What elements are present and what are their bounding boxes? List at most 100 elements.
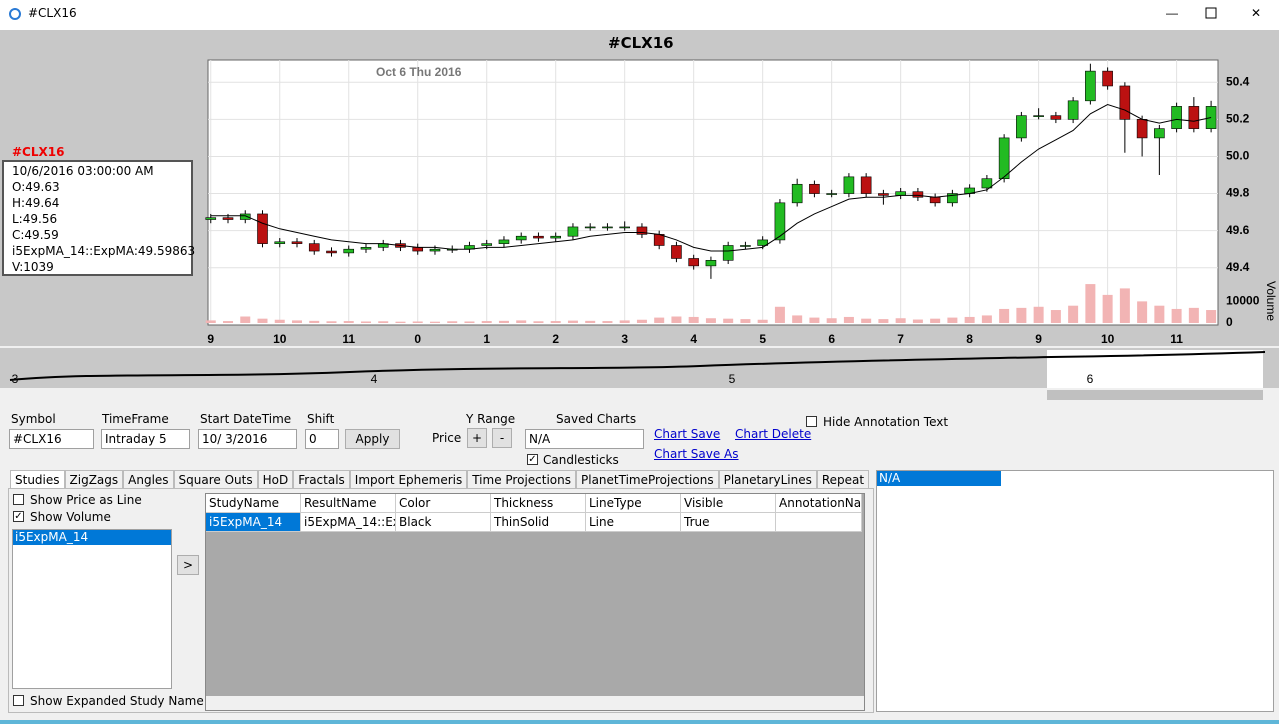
- tab[interactable]: Angles: [123, 470, 174, 489]
- volume-bar: [533, 321, 544, 323]
- checkbox[interactable]: [13, 695, 24, 706]
- candle-body: [740, 245, 751, 247]
- input[interactable]: 0: [305, 429, 339, 449]
- tab[interactable]: Square Outs: [173, 470, 258, 489]
- button[interactable]: +: [467, 428, 487, 448]
- volume-bar: [309, 320, 320, 323]
- grid-cell[interactable]: i5ExpMA_14::ExpM: [301, 513, 396, 532]
- tab[interactable]: Repeat: [816, 470, 870, 489]
- candle-body: [722, 245, 734, 261]
- link[interactable]: Chart Save: [654, 427, 721, 441]
- volume-bar: [205, 320, 216, 323]
- volume-bar: [999, 308, 1010, 323]
- x-tick-label: 7: [897, 332, 904, 346]
- scrollbar[interactable]: [206, 696, 864, 710]
- study-list: i5ExpMA_14: [12, 529, 172, 689]
- y-tick-label: 50.4: [1226, 74, 1250, 88]
- grid-row: i5ExpMA_14i5ExpMA_14::ExpMBlackThinSolid…: [206, 513, 862, 532]
- list-item[interactable]: N/A: [877, 471, 1001, 486]
- grid-cell[interactable]: [776, 513, 862, 532]
- overview-label: 4: [371, 372, 378, 386]
- info-symbol: #CLX16: [12, 145, 65, 159]
- tab[interactable]: Studies: [10, 470, 65, 489]
- candle-body: [1050, 115, 1062, 120]
- dropdown[interactable]: #CLX16: [9, 429, 94, 449]
- tab[interactable]: Import Ephemeris: [349, 470, 468, 489]
- volume-tick-label: 0: [1226, 315, 1233, 329]
- label: Start DateTime: [200, 412, 292, 426]
- checkbox[interactable]: [806, 416, 817, 427]
- x-tick-label: 8: [966, 332, 973, 346]
- candle-body: [584, 226, 596, 229]
- grid-cell[interactable]: i5ExpMA_14: [206, 513, 301, 532]
- x-tick-label: 1: [483, 332, 490, 346]
- volume-bar: [843, 316, 854, 323]
- candle-body: [343, 248, 355, 254]
- candle-body: [860, 176, 872, 194]
- volume-bar: [585, 320, 596, 323]
- volume-bar: [1154, 305, 1165, 323]
- label: Show Expanded Study Name: [30, 694, 204, 708]
- volume-bar: [1068, 305, 1079, 323]
- candle-body: [274, 241, 286, 244]
- volume-bar: [792, 315, 803, 323]
- grid-cell[interactable]: ThinSolid: [491, 513, 586, 532]
- study-item[interactable]: i5ExpMA_14: [13, 530, 171, 545]
- candle-body: [929, 196, 941, 204]
- link[interactable]: Chart Save As: [654, 447, 739, 461]
- tab[interactable]: Fractals: [293, 470, 350, 489]
- volume-bar: [602, 321, 613, 323]
- volume-bar: [1050, 310, 1061, 323]
- link[interactable]: Chart Delete: [735, 427, 812, 441]
- x-tick-label: 9: [1035, 332, 1042, 346]
- dropdown[interactable]: Intraday 5: [101, 429, 190, 449]
- volume-bar: [878, 319, 889, 323]
- info-box: 10/6/2016 03:00:00 AM O:49.63 H:49.64 L:49.…: [2, 160, 196, 276]
- candle-body: [774, 202, 786, 241]
- info-line: i5ExpMA_14::ExpMA:49.59863: [12, 244, 196, 258]
- tab[interactable]: PlanetTimeProjections: [576, 470, 719, 489]
- candle-body: [326, 250, 337, 254]
- button[interactable]: -: [492, 428, 512, 448]
- volume-bar: [326, 321, 337, 323]
- volume-bar: [429, 321, 440, 323]
- candle-body: [981, 178, 993, 189]
- candle-body: [688, 258, 699, 267]
- tab[interactable]: PlanetaryLines: [718, 470, 817, 489]
- candle-body: [360, 247, 372, 250]
- candle-body: [412, 247, 424, 252]
- tab[interactable]: HoD: [257, 470, 294, 489]
- info-line: O:49.63: [12, 180, 60, 194]
- grid-cell[interactable]: Black: [396, 513, 491, 532]
- volume-bar: [223, 321, 234, 323]
- checkbox[interactable]: ✓: [13, 511, 24, 522]
- candle-body: [826, 193, 837, 195]
- candle-body: [222, 217, 234, 220]
- button[interactable]: Apply: [345, 429, 400, 449]
- candle-body: [636, 226, 648, 235]
- x-tick-label: 5: [759, 332, 766, 346]
- grid-cell[interactable]: True: [681, 513, 776, 532]
- volume-bar: [257, 318, 268, 323]
- button[interactable]: >: [177, 555, 199, 575]
- tab[interactable]: ZigZags: [64, 470, 124, 489]
- grid-cell[interactable]: Line: [586, 513, 681, 532]
- label: Price: [432, 431, 462, 445]
- candle-body: [671, 245, 682, 259]
- x-tick-label: 11: [1170, 332, 1183, 346]
- label: Y Range: [466, 412, 516, 426]
- checkbox[interactable]: [13, 494, 24, 505]
- volume-bar: [636, 319, 647, 323]
- dropdown[interactable]: 10/ 3/2016: [198, 429, 297, 449]
- candle-body: [843, 176, 855, 194]
- volume-bar: [1016, 307, 1027, 323]
- tab[interactable]: Time Projections: [467, 470, 576, 489]
- volume-bar: [654, 317, 665, 323]
- candle-body: [878, 193, 889, 196]
- candle-body: [291, 241, 303, 244]
- candle-body: [791, 183, 803, 204]
- y-tick-label: 50.0: [1226, 149, 1250, 163]
- candle-body: [912, 191, 924, 198]
- checkbox[interactable]: ✓: [527, 454, 538, 465]
- dropdown[interactable]: N/A: [525, 429, 644, 449]
